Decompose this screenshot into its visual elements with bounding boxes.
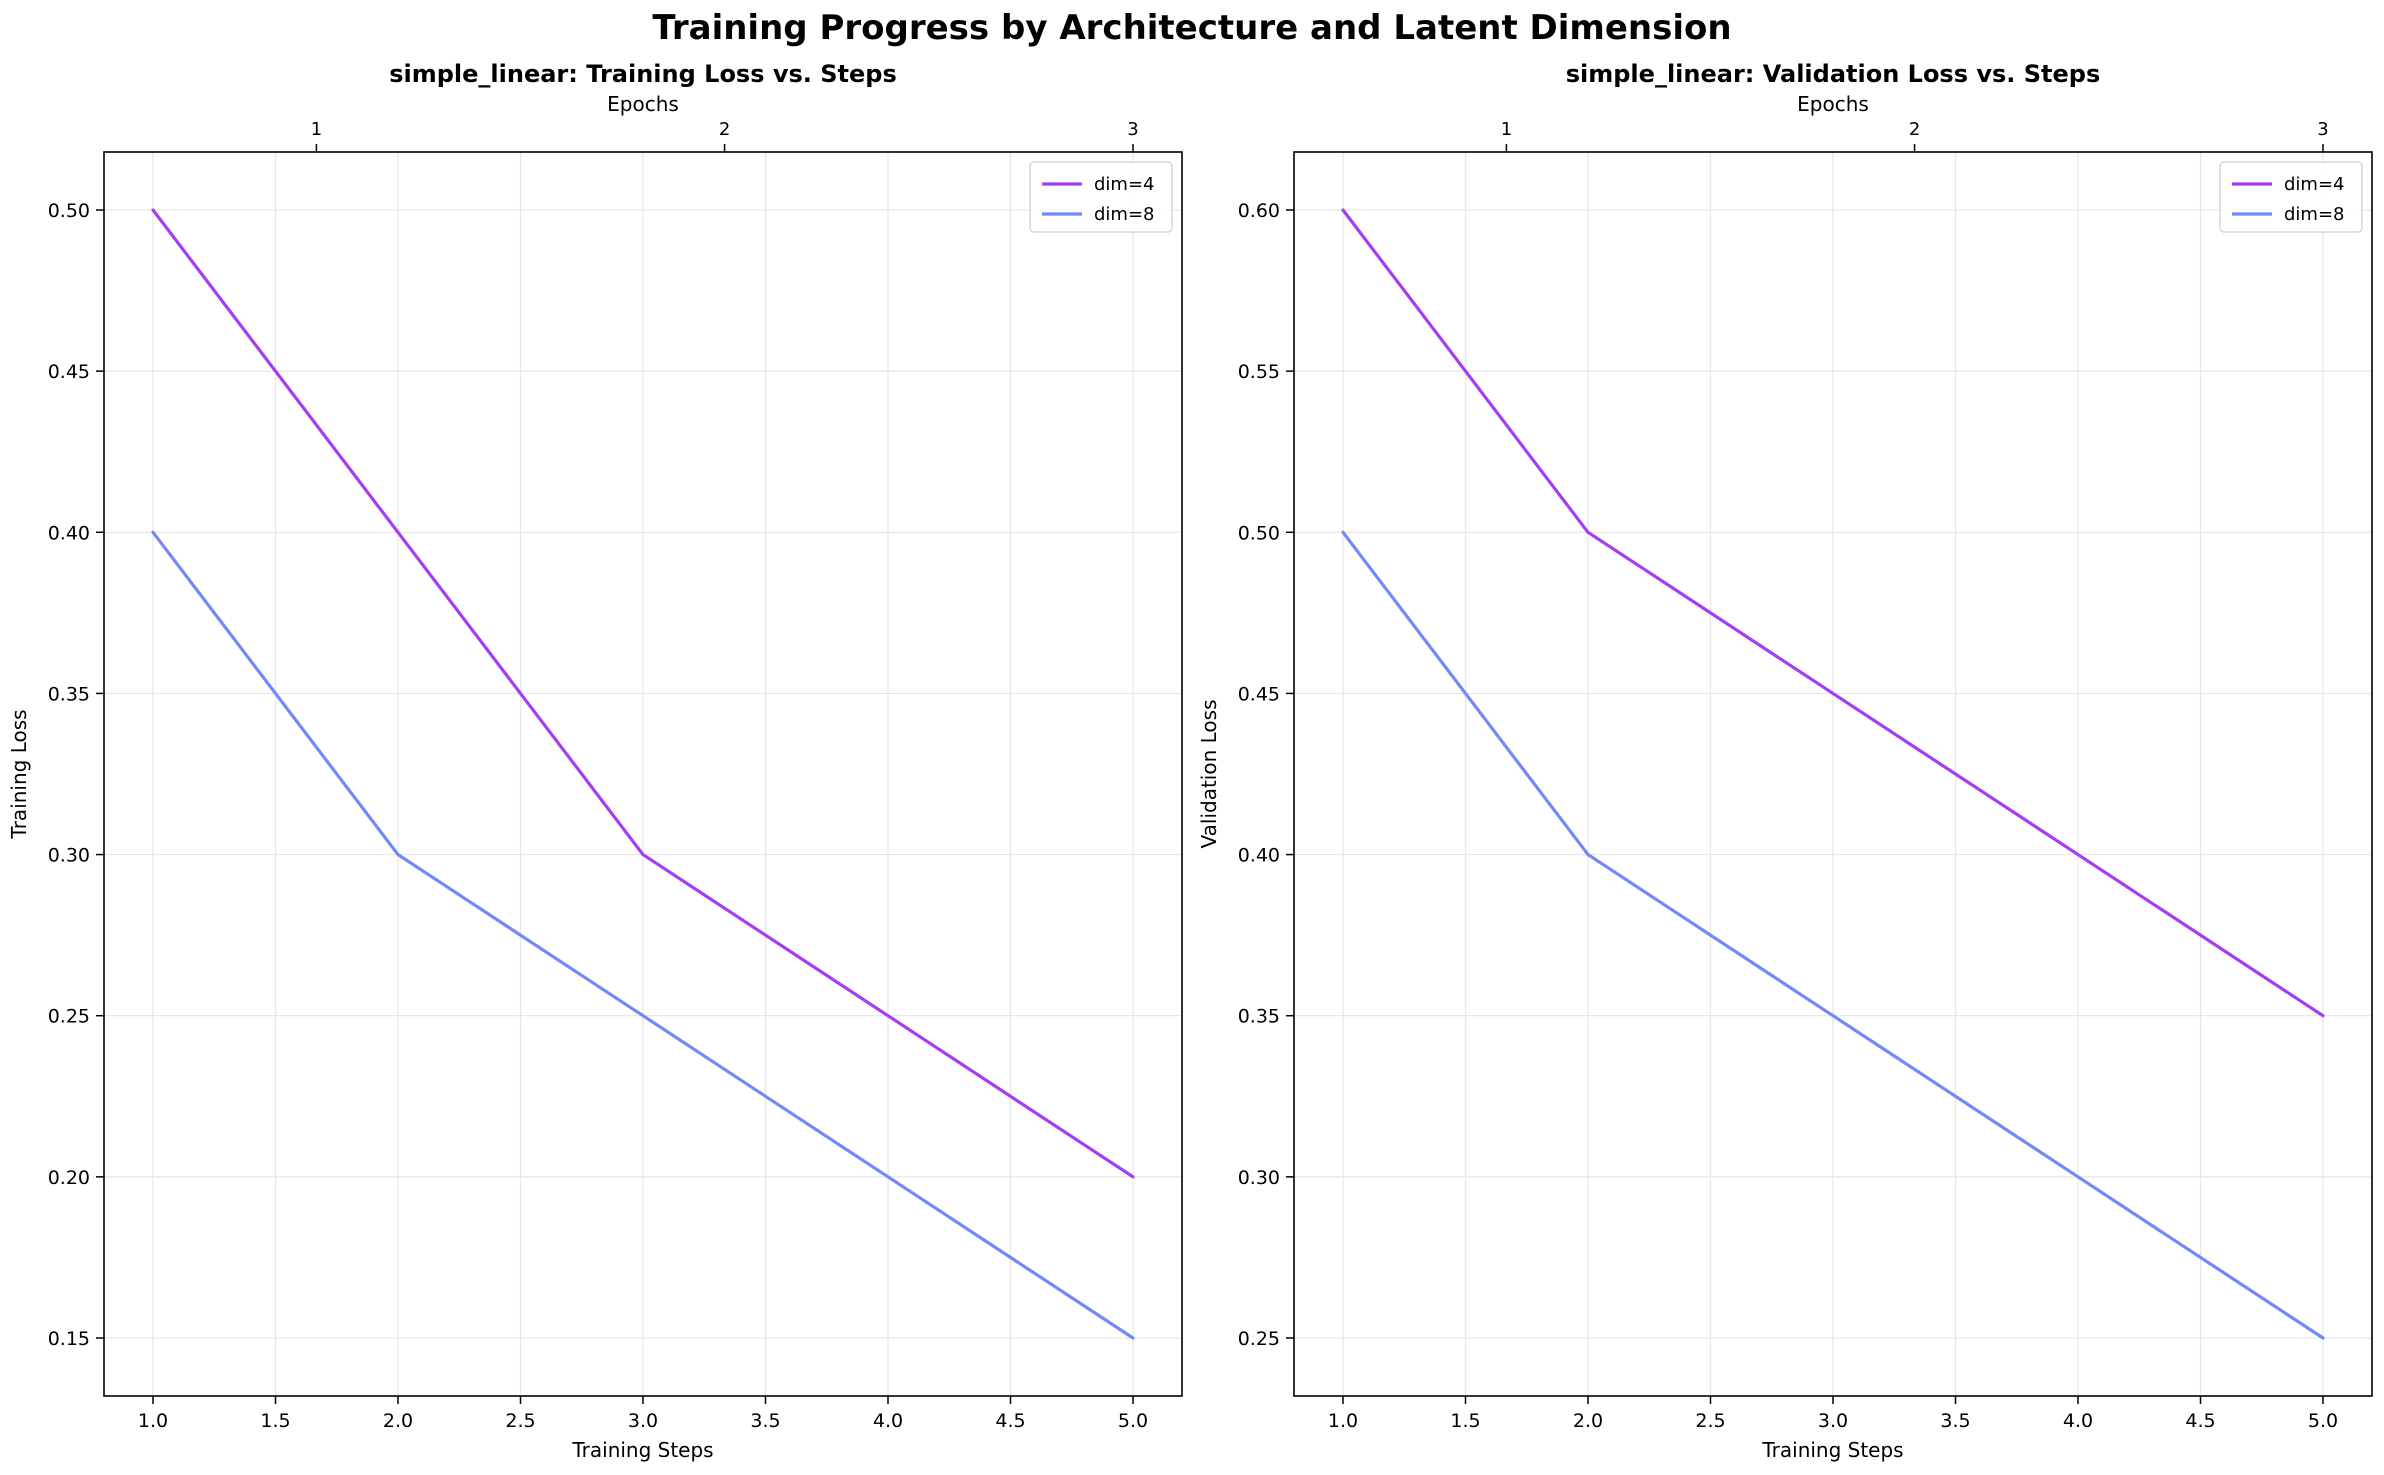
x-tick-label: 2.5 <box>1695 1410 1725 1432</box>
legend-label: dim=8 <box>1094 204 1155 225</box>
x-tick-label: 2.0 <box>383 1410 413 1432</box>
y-tick-label: 0.35 <box>1238 1006 1280 1028</box>
y-tick-label: 0.50 <box>48 200 90 222</box>
x-tick-label: 2.0 <box>1573 1410 1603 1432</box>
top-axis-label: Epochs <box>607 92 679 116</box>
y-tick-label: 0.25 <box>1238 1328 1280 1350</box>
chart-title: simple_linear: Validation Loss vs. Steps <box>1566 60 2101 88</box>
series-line-dim-8 <box>151 530 1135 1340</box>
figure-title: Training Progress by Architecture and La… <box>652 8 1732 48</box>
top-x-tick-label: 3 <box>2317 119 2328 140</box>
top-x-tick-label: 3 <box>1127 119 1138 140</box>
series-line-dim-8 <box>1341 530 2325 1340</box>
x-tick-label: 5.0 <box>1118 1410 1148 1432</box>
y-tick-label: 0.35 <box>48 683 90 705</box>
y-tick-label: 0.60 <box>1238 200 1280 222</box>
x-tick-label: 4.5 <box>2185 1410 2215 1432</box>
legend-label: dim=4 <box>1094 174 1155 195</box>
y-tick-label: 0.30 <box>1238 1167 1280 1189</box>
x-tick-label: 4.0 <box>873 1410 903 1432</box>
x-tick-label: 3.5 <box>1940 1410 1970 1432</box>
y-tick-label: 0.50 <box>1238 522 1280 544</box>
x-tick-label: 5.0 <box>2308 1410 2338 1432</box>
y-tick-label: 0.20 <box>48 1167 90 1189</box>
y-axis-label: Validation Loss <box>1197 700 1221 849</box>
x-axis-label: Training Steps <box>1761 1438 1903 1462</box>
x-tick-label: 1.0 <box>1328 1410 1358 1432</box>
x-tick-label: 3.5 <box>750 1410 780 1432</box>
x-tick-label: 1.5 <box>260 1410 290 1432</box>
legend-label: dim=4 <box>2284 174 2345 195</box>
top-x-tick-label: 2 <box>1909 119 1920 140</box>
legend: dim=4 dim=8 <box>2219 161 2363 233</box>
x-tick-label: 2.5 <box>505 1410 535 1432</box>
x-tick-label: 3.0 <box>1818 1410 1848 1432</box>
y-axis-label: Training Loss <box>7 709 31 839</box>
chart-panel-1: 1.0 1.5 2.0 2.5 3.0 3.5 4.0 4.5 5.0 0.15 0.20 0.25 0… <box>7 60 1183 1462</box>
y-tick-label: 0.40 <box>48 522 90 544</box>
top-x-tick-label: 2 <box>719 119 730 140</box>
top-x-tick-label: 1 <box>311 119 322 140</box>
chart-title: simple_linear: Training Loss vs. Steps <box>389 60 897 88</box>
top-x-tick-label: 1 <box>1501 119 1512 140</box>
y-tick-label: 0.15 <box>48 1328 90 1350</box>
legend: dim=4 dim=8 <box>1029 161 1173 233</box>
x-tick-label: 1.5 <box>1450 1410 1480 1432</box>
top-axis-label: Epochs <box>1797 92 1869 116</box>
x-tick-label: 4.5 <box>995 1410 1025 1432</box>
y-tick-label: 0.45 <box>48 361 90 383</box>
series-line-dim-4 <box>151 208 1135 1179</box>
x-tick-label: 1.0 <box>138 1410 168 1432</box>
x-axis-label: Training Steps <box>571 1438 713 1462</box>
y-tick-label: 0.45 <box>1238 683 1280 705</box>
x-tick-label: 3.0 <box>628 1410 658 1432</box>
y-tick-label: 0.25 <box>48 1006 90 1028</box>
series-line-dim-4 <box>1341 208 2325 1018</box>
y-tick-label: 0.30 <box>48 845 90 867</box>
y-tick-label: 0.55 <box>1238 361 1280 383</box>
legend-label: dim=8 <box>2284 204 2345 225</box>
x-tick-label: 4.0 <box>2063 1410 2093 1432</box>
y-tick-label: 0.40 <box>1238 845 1280 867</box>
chart-panel-2: 1.0 1.5 2.0 2.5 3.0 3.5 4.0 4.5 5.0 0.25 0.30 0.35 0… <box>1197 60 2373 1462</box>
